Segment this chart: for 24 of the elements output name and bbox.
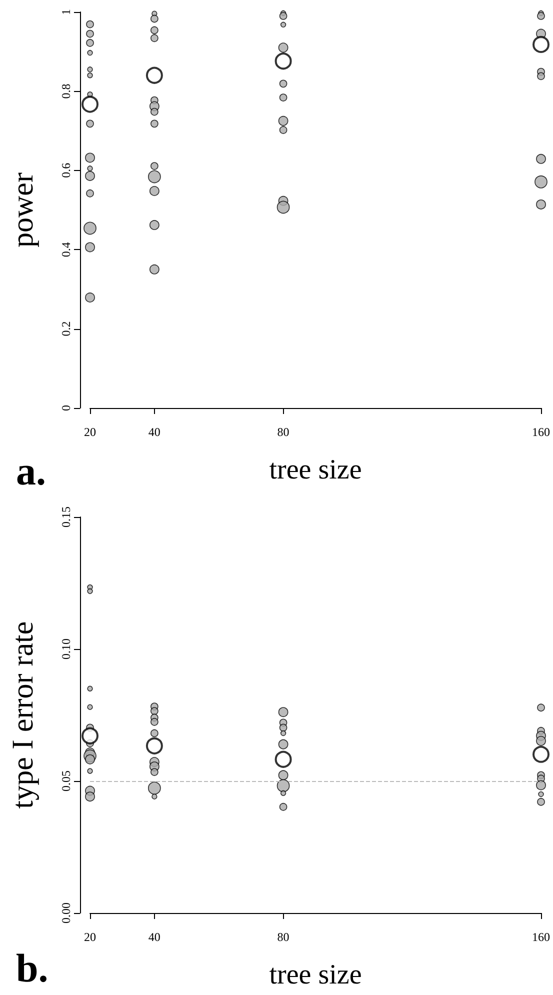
x-tick-label: 160 — [532, 425, 550, 439]
y-tick-label: 0.05 — [59, 770, 73, 792]
y-axis-title: power — [6, 172, 40, 248]
x-tick-label: 20 — [84, 425, 96, 439]
y-tick-label: 0.4 — [59, 242, 73, 258]
y-axis-title: type I error rate — [6, 621, 40, 809]
y-tick-label: 0.10 — [59, 638, 73, 660]
y-tick-label: 0.6 — [59, 162, 73, 178]
text: a. — [16, 448, 46, 494]
y-tick-label: 0 — [59, 405, 73, 411]
x-axis-title: tree size — [269, 454, 362, 486]
x-tick-label: 80 — [277, 930, 290, 944]
y-tick-label: 0.00 — [59, 902, 73, 924]
y-tick-label: 0.15 — [59, 506, 73, 528]
y-tick-label: 0.2 — [59, 321, 73, 336]
x-tick-label: 20 — [84, 930, 96, 944]
y-tick-label: 1 — [59, 9, 73, 15]
y-tick-label: 0.8 — [59, 84, 73, 99]
x-tick-label: 40 — [148, 930, 160, 944]
x-axis-title: tree size — [269, 960, 362, 990]
x-tick-label: 80 — [277, 425, 290, 439]
x-tick-label: 40 — [148, 425, 160, 439]
x-tick-label: 160 — [532, 930, 550, 944]
text: b. — [16, 946, 48, 990]
